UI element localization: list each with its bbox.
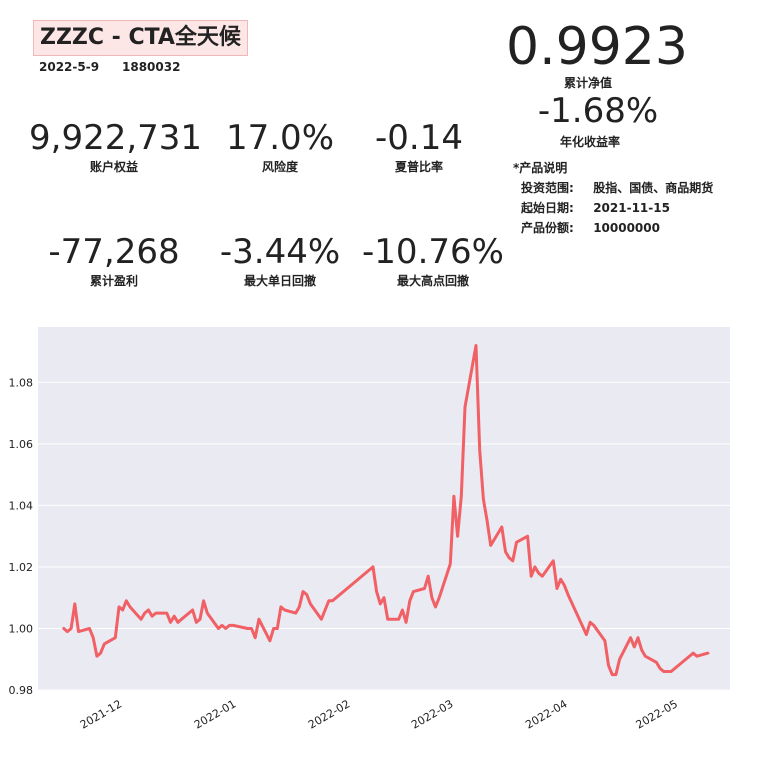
- nav-series-line: [62, 344, 710, 677]
- product-heading: *产品说明: [513, 161, 568, 175]
- y-tick-label: 1.08: [9, 376, 34, 389]
- pnl-value: -77,268: [48, 232, 180, 272]
- max-daily-drawdown-label: 最大单日回撤: [243, 274, 316, 288]
- product-row-label: 投资范围:: [521, 181, 574, 195]
- annual-return-label: 年化收益率: [559, 135, 620, 149]
- y-tick-label: 0.98: [9, 684, 34, 697]
- cumulative-nav-value: 0.9923: [506, 17, 688, 77]
- max-drawdown-label: 最大高点回撤: [396, 274, 469, 288]
- cumulative-nav-label: 累计净值: [564, 76, 613, 90]
- x-tick-label: 2022-03: [409, 697, 455, 731]
- x-axis-ticks: 2021-12 2022-01 2022-02 2022-03 2022-04 2022-…: [78, 697, 680, 731]
- product-row-label: 起始日期:: [521, 201, 574, 215]
- product-row-label: 产品份额:: [521, 221, 574, 235]
- sharpe-label: 夏普比率: [394, 160, 443, 174]
- x-tick-label: 2022-05: [634, 697, 680, 731]
- fund-code: 1880032: [122, 60, 181, 74]
- product-row-value: 10000000: [593, 221, 660, 235]
- y-tick-label: 1.06: [9, 438, 34, 451]
- y-tick-label: 1.04: [9, 499, 34, 512]
- product-row-scope: 投资范围: 股指、国债、商品期货: [521, 179, 713, 196]
- fund-title: ZZZC - CTA全天候: [33, 20, 248, 56]
- y-tick-label: 1.02: [9, 561, 34, 574]
- equity-value: 9,922,731: [29, 118, 203, 158]
- x-tick-label: 2022-01: [192, 697, 238, 731]
- pnl-label: 累计盈利: [89, 274, 138, 288]
- risk-value: 17.0%: [225, 118, 334, 158]
- y-tick-label: 1.00: [9, 622, 34, 635]
- product-row-start-date: 起始日期: 2021-11-15: [521, 199, 670, 216]
- plot-area: [38, 327, 730, 690]
- report-date: 2022-5-9: [39, 60, 100, 74]
- equity-label: 账户权益: [89, 160, 138, 174]
- x-tick-label: 2022-04: [523, 697, 569, 731]
- product-row-value: 2021-11-15: [593, 201, 670, 215]
- series-layer: [62, 344, 710, 677]
- max-daily-drawdown-value: -3.44%: [219, 232, 341, 272]
- grid-lines: [38, 381, 730, 691]
- x-tick-label: 2022-02: [306, 697, 352, 731]
- product-row-shares: 产品份额: 10000000: [521, 219, 660, 236]
- product-row-value: 股指、国债、商品期货: [593, 181, 714, 195]
- sharpe-value: -0.14: [375, 118, 463, 158]
- annual-return-value: -1.68%: [537, 91, 659, 131]
- max-drawdown-value: -10.76%: [362, 232, 504, 272]
- y-axis-ticks: 0.98 1.00 1.02 1.04 1.06 1.08: [9, 376, 34, 697]
- x-tick-label: 2021-12: [78, 697, 124, 731]
- risk-label: 风险度: [261, 160, 298, 174]
